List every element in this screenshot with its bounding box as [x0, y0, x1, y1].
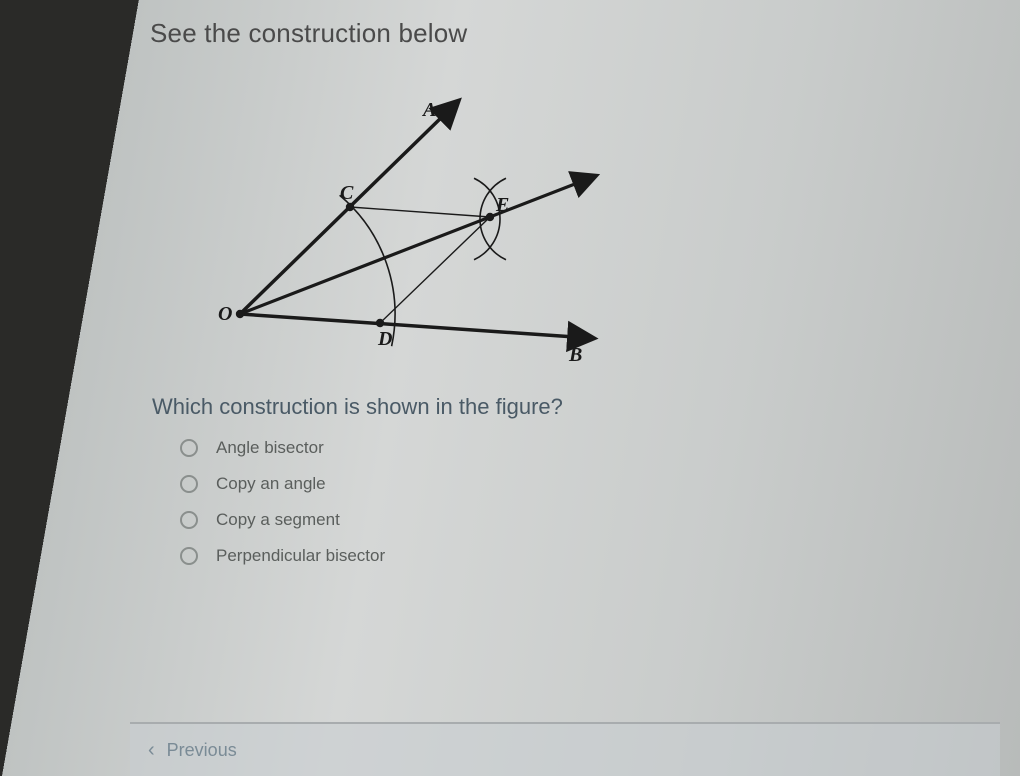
- option-angle-bisector[interactable]: Angle bisector: [180, 438, 980, 458]
- option-copy-segment[interactable]: Copy a segment: [180, 510, 980, 530]
- chevron-left-icon: ‹: [148, 740, 155, 760]
- radio-icon: [180, 511, 198, 529]
- radio-icon: [180, 475, 198, 493]
- instruction-title: See the construction below: [150, 18, 980, 49]
- option-label: Copy an angle: [216, 474, 326, 494]
- svg-text:B: B: [568, 344, 582, 366]
- option-copy-angle[interactable]: Copy an angle: [180, 474, 980, 494]
- option-perpendicular-bisector[interactable]: Perpendicular bisector: [180, 546, 980, 566]
- radio-icon: [180, 547, 198, 565]
- option-label: Perpendicular bisector: [216, 546, 385, 566]
- option-label: Angle bisector: [216, 438, 324, 458]
- svg-text:O: O: [218, 303, 232, 325]
- question-text: Which construction is shown in the figur…: [152, 394, 980, 420]
- svg-text:D: D: [377, 328, 392, 350]
- nav-bar: ‹ Previous: [130, 722, 1000, 776]
- svg-text:A: A: [421, 99, 436, 121]
- previous-label: Previous: [167, 740, 237, 761]
- radio-icon: [180, 439, 198, 457]
- svg-text:C: C: [340, 182, 354, 204]
- question-panel: See the construction below O A B C D E Which …: [130, 0, 1000, 776]
- previous-button[interactable]: ‹ Previous: [148, 740, 237, 761]
- svg-text:E: E: [495, 194, 509, 216]
- answer-options: Angle bisector Copy an angle Copy a segm…: [180, 438, 980, 566]
- option-label: Copy a segment: [216, 510, 340, 530]
- construction-diagram: O A B C D E: [180, 79, 620, 384]
